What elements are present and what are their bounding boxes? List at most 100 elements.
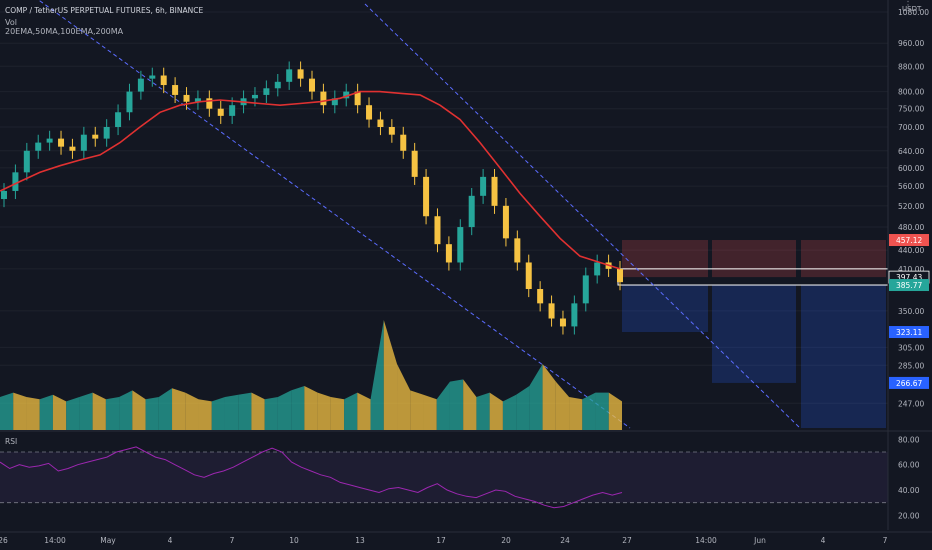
candle-body [35, 142, 42, 151]
volume-segment [52, 394, 67, 430]
time-tick: 14:00 [44, 536, 66, 545]
candle-body [229, 105, 236, 116]
candle-body [457, 227, 464, 263]
position-zones[interactable] [617, 240, 889, 428]
price-tick: 410.00 [898, 265, 924, 274]
volume-segment [489, 392, 503, 430]
candle-body [434, 216, 441, 245]
price-tick: 700.00 [898, 123, 924, 132]
volume-segment [555, 381, 570, 430]
price-tick: 640.00 [898, 147, 924, 156]
candle-body [617, 268, 623, 283]
time-tick: 4 [168, 536, 173, 545]
volume-segment [198, 399, 212, 430]
candle-body [172, 85, 179, 95]
volume-segment [0, 392, 14, 430]
price-tick: 960.00 [898, 39, 924, 48]
symbol-title[interactable]: COMP / TetherUS PERPETUAL FUTURES, 6h, B… [5, 6, 204, 15]
rsi-tick: 80.00 [898, 435, 920, 444]
candle-body [548, 303, 555, 319]
rsi-panel: 80.00 60.00 40.00 20.00 [0, 430, 932, 520]
candle-body [343, 91, 350, 99]
price-label-text: 397.43 [896, 273, 922, 282]
candle-body [445, 244, 452, 263]
volume-segment [79, 392, 93, 430]
volume-segment [502, 394, 517, 430]
price-label-box [889, 326, 929, 339]
ma-legend[interactable]: 20EMA,50MA,100EMA,200MA [5, 27, 124, 36]
candle-body [491, 176, 498, 206]
target-zone [622, 285, 708, 333]
volume-segment [172, 388, 186, 430]
volume-segment [211, 397, 225, 430]
ema-20-line [0, 90, 621, 270]
volume-segment [542, 364, 556, 430]
volume-segment [92, 392, 106, 430]
volume-segment [119, 390, 133, 430]
time-tick: 7 [230, 536, 235, 545]
candle-body [559, 318, 566, 327]
price-tick: 600.00 [898, 164, 924, 173]
volume-segment [529, 364, 543, 430]
time-tick: 7 [883, 536, 888, 545]
price-tick: 520.00 [898, 202, 924, 211]
volume-segment [582, 392, 596, 430]
candle-body [80, 134, 87, 151]
candle-body [480, 176, 487, 196]
currency-label[interactable]: USDT [902, 5, 922, 13]
candle-body [354, 91, 361, 106]
volume-segment [304, 386, 318, 430]
volume-segment [344, 392, 358, 430]
volume-legend[interactable]: Vol [5, 18, 17, 27]
candle-body [194, 98, 201, 102]
time-tick: 10 [289, 536, 299, 545]
volume-segment [397, 364, 411, 430]
rsi-legend[interactable]: RSI [5, 437, 18, 446]
rsi-line [0, 446, 623, 509]
time-tick: 27 [622, 536, 632, 545]
price-label-box [889, 279, 929, 292]
candlesticks [1, 61, 623, 335]
candle-body [58, 138, 65, 147]
time-tick: Jun [753, 536, 766, 545]
volume-segment [185, 392, 199, 430]
time-axis: 26 14:00 May 4 7 10 13 17 20 24 27 14:00 Jun 4 7 [0, 531, 932, 545]
volume-segment [251, 392, 265, 430]
time-tick: 4 [821, 536, 826, 545]
volume-segment [516, 386, 530, 430]
volume-segment [264, 397, 278, 430]
candle-body [309, 78, 315, 92]
volume-segment [569, 397, 583, 430]
volume-segment [291, 386, 305, 430]
volume-segment [370, 320, 384, 430]
candle-body [46, 138, 53, 143]
volume-segment [423, 394, 437, 430]
candle-body [92, 134, 99, 139]
candle-body [274, 81, 281, 89]
trend-lines[interactable] [0, 0, 801, 429]
price-label-text: 323.11 [896, 328, 922, 337]
candle-body [468, 195, 475, 228]
candle-body [251, 94, 258, 99]
lower-trend-line [37, 0, 631, 429]
candle-body [411, 150, 418, 177]
volume-segment [463, 379, 477, 430]
price-tick: 560.00 [898, 182, 924, 191]
price-tick: 305.00 [898, 343, 924, 352]
ema-line [0, 90, 621, 270]
volume-segment [608, 392, 622, 430]
price-label-box [889, 376, 929, 389]
candle-body [149, 75, 156, 79]
candle-body [217, 108, 224, 116]
candle-body [537, 289, 544, 304]
volume-segment [238, 392, 252, 430]
volume-segment [317, 392, 331, 430]
candle-body [23, 150, 30, 173]
menu-icon[interactable]: ⋮ [903, 0, 913, 11]
price-tick: 480.00 [898, 223, 924, 232]
stop-zone [801, 240, 886, 278]
candle-body [69, 146, 76, 151]
price-tick: 1080.00 [898, 8, 929, 17]
